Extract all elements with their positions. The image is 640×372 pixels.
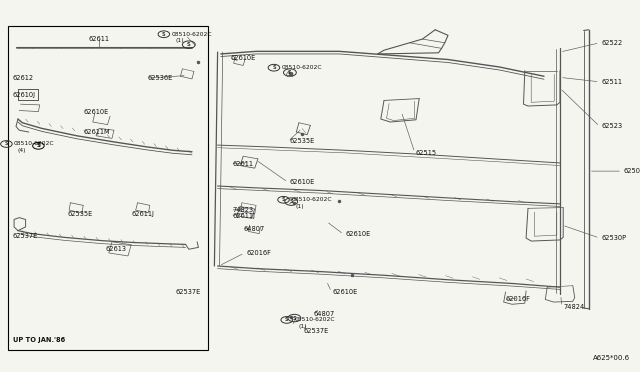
- Text: 08510-6202C: 08510-6202C: [294, 317, 335, 323]
- Text: S: S: [285, 317, 289, 323]
- Text: S: S: [36, 143, 40, 148]
- Text: 62610E: 62610E: [290, 179, 315, 185]
- Text: 08510-6202C: 08510-6202C: [291, 197, 332, 202]
- Text: 62537E: 62537E: [176, 289, 201, 295]
- Text: 62537E: 62537E: [13, 233, 38, 239]
- Text: 62613: 62613: [106, 246, 127, 252]
- Text: S: S: [4, 141, 8, 147]
- Text: 62611J: 62611J: [131, 211, 154, 217]
- Text: 62535E: 62535E: [290, 138, 315, 144]
- Text: 62611: 62611: [89, 36, 109, 42]
- Text: (1): (1): [298, 324, 307, 329]
- Text: 62536E: 62536E: [147, 75, 172, 81]
- Text: 08510-6202C: 08510-6202C: [14, 141, 54, 147]
- Text: S: S: [288, 70, 292, 75]
- Text: 62522: 62522: [602, 40, 623, 46]
- Text: 08510-6202C: 08510-6202C: [172, 32, 212, 37]
- Text: 62500: 62500: [624, 168, 640, 174]
- Text: S: S: [289, 199, 293, 204]
- Text: 74824: 74824: [563, 304, 584, 310]
- Text: (1): (1): [295, 204, 303, 209]
- Text: 62611M: 62611M: [83, 129, 110, 135]
- Text: 74823: 74823: [232, 207, 253, 213]
- Text: 64807: 64807: [243, 226, 264, 232]
- Text: 64807: 64807: [314, 311, 335, 317]
- Text: 62537E: 62537E: [304, 328, 329, 334]
- Text: UP TO JAN.'86: UP TO JAN.'86: [13, 337, 65, 343]
- Text: (1): (1): [175, 38, 184, 44]
- Text: 62515: 62515: [416, 150, 437, 155]
- Text: 62530P: 62530P: [602, 235, 627, 241]
- Text: 62610E: 62610E: [346, 231, 371, 237]
- Text: A625*00.6: A625*00.6: [593, 355, 630, 361]
- Text: 08510-6202C: 08510-6202C: [282, 65, 322, 70]
- Text: S: S: [272, 65, 276, 70]
- Text: 62016F: 62016F: [506, 296, 531, 302]
- Text: S: S: [187, 42, 191, 47]
- Text: S: S: [282, 197, 285, 202]
- Text: (4): (4): [18, 148, 26, 153]
- Text: S: S: [162, 32, 166, 37]
- Bar: [8, 26, 208, 350]
- Text: (1): (1): [285, 72, 294, 77]
- Text: 62610E: 62610E: [230, 55, 255, 61]
- Text: 62611J: 62611J: [232, 213, 255, 219]
- Text: 62523: 62523: [602, 124, 623, 129]
- Text: S: S: [292, 315, 296, 321]
- Text: 62610E: 62610E: [83, 109, 108, 115]
- Text: 62611: 62611: [232, 161, 253, 167]
- Text: 62610J: 62610J: [13, 92, 36, 98]
- Text: 62612: 62612: [13, 75, 34, 81]
- Text: 62610E: 62610E: [333, 289, 358, 295]
- Text: 62511: 62511: [602, 79, 623, 85]
- Text: 62016F: 62016F: [246, 250, 271, 256]
- Text: 62535E: 62535E: [67, 211, 92, 217]
